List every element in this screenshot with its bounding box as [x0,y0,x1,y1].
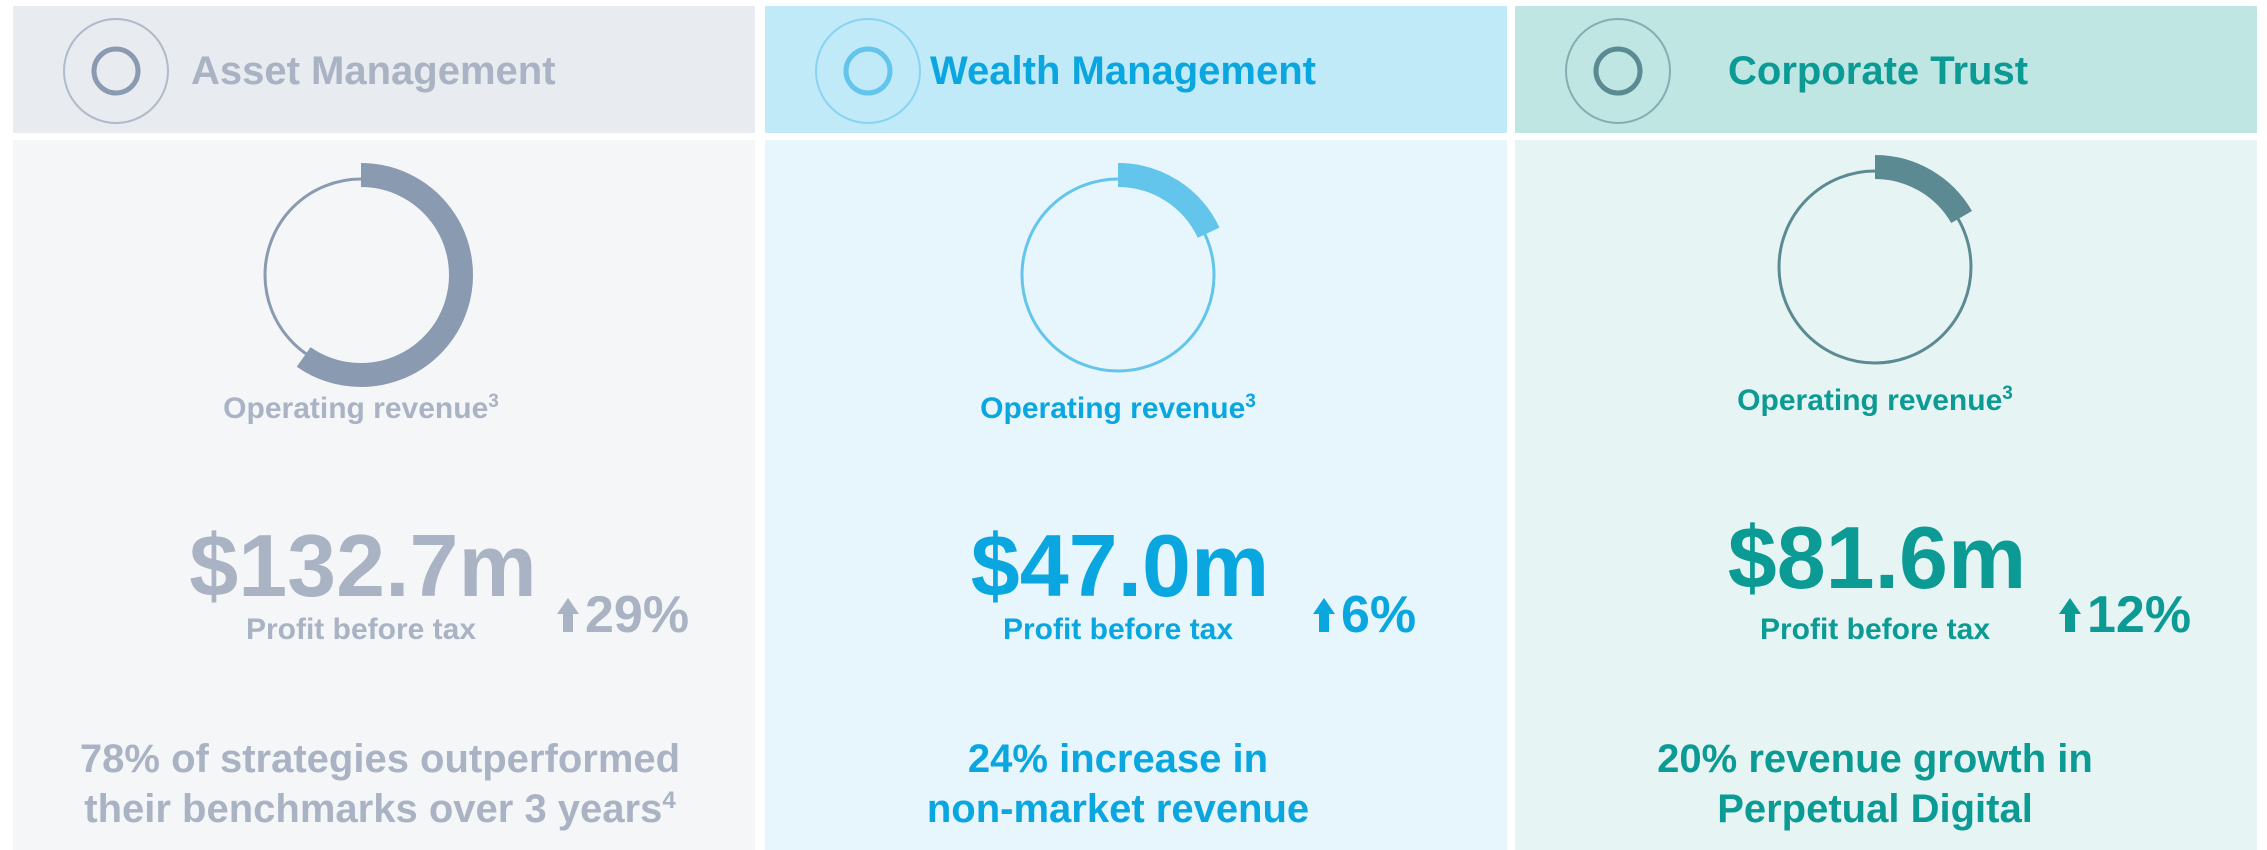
superscript: 3 [488,391,499,412]
superscript: 3 [1245,391,1256,412]
note-text: 24% increase in [968,737,1268,781]
ring-label: Operating revenue3 [1737,383,2013,417]
value: $132.7m [189,516,536,615]
value-label: Profit before tax [246,613,476,646]
note-line: 20% revenue growth in [1657,737,2093,781]
value: $47.0m [971,516,1269,615]
note-text: 20% revenue growth in [1657,737,2093,781]
ring-label-text: Operating revenue [223,392,488,425]
note-line: their benchmarks over 3 years4 [84,787,676,831]
note-text: Perpetual Digital [1717,787,2033,831]
up-arrow [1313,598,1335,632]
change: 12% [2087,586,2191,644]
change: 29% [585,586,689,644]
icon-circle [1565,18,1671,124]
ring-arc [296,163,473,387]
icon-glyph [843,46,893,96]
icon-glyph [91,46,141,96]
ring-label: Operating revenue3 [223,391,499,425]
panel-title: Asset Management [191,49,556,93]
icon-glyph [1593,46,1643,96]
panel-title: Wealth Management [930,49,1316,93]
panel-body [1515,140,2257,850]
ring-label-text: Operating revenue [980,392,1245,425]
panel-body [13,140,755,850]
value-label: Profit before tax [1003,613,1233,646]
value: $81.6m [1728,508,2026,607]
note-line: Perpetual Digital [1717,787,2033,831]
note-line: non-market revenue [927,787,1309,831]
note-text: their benchmarks over 3 years [84,787,662,831]
superscript: 4 [662,787,676,814]
up-arrow [557,598,579,632]
note-text: 78% of strategies outperformed [80,737,680,781]
panel-title: Corporate Trust [1728,49,2028,93]
value-label: Profit before tax [1760,613,1990,646]
up-arrow [2059,598,2081,632]
note-line: 24% increase in [968,737,1268,781]
panel: Asset Management Operating revenue3 $132.7… [13,6,755,850]
superscript: 3 [2002,383,2013,404]
note-line: 78% of strategies outperformed [80,737,680,781]
panel: Wealth Management Operating revenue3 $47.0… [765,6,1507,850]
ring-arc [1117,163,1220,239]
ring-label: Operating revenue3 [980,391,1256,425]
icon-circle [815,18,921,124]
icon-circle [63,18,169,124]
panel: Corporate Trust Operating revenue3 $81.6m P… [1515,6,2257,850]
panel-body [765,140,1507,850]
note-text: non-market revenue [927,787,1309,831]
ring-arc [1874,155,1972,224]
ring-label-text: Operating revenue [1737,384,2002,417]
change: 6% [1341,586,1416,644]
